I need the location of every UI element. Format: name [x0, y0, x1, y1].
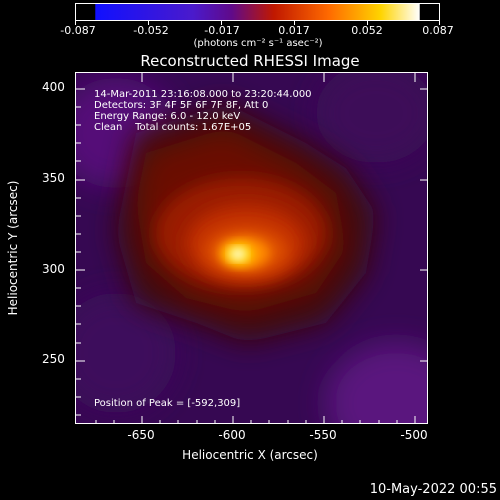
y-tick-label: 400 [42, 80, 65, 94]
annotation-clean-counts: Clean Total counts: 1.67E+05 [94, 122, 252, 133]
x-tick-label: -550 [309, 428, 337, 442]
x-tick-label: -500 [400, 428, 428, 442]
colorbar-tick [75, 21, 76, 25]
annotation-peak-position: Position of Peak = [-592,309] [94, 398, 241, 409]
colorbar-tick-label: -0.017 [204, 24, 240, 37]
annotation-detectors: Detectors: 3F 4F 5F 6F 7F 8F, Att 0 [94, 100, 269, 111]
y-tick-label: 250 [42, 352, 65, 366]
y-tick-label: 350 [42, 171, 65, 185]
colorbar-tick-label: 0.017 [278, 24, 310, 37]
colorbar [75, 3, 440, 21]
colorbar-tick [294, 21, 295, 25]
rhessi-heatmap [76, 73, 427, 423]
x-axis-label: Heliocentric X (arcsec) [182, 448, 318, 462]
image-title: Reconstructed RHESSI Image [140, 52, 360, 70]
rhessi-image-plot: 14-Mar-2011 23:16:08.000 to 23:20:44.000… [75, 72, 428, 424]
annotation-energy-range: Energy Range: 6.0 - 12.0 keV [94, 111, 241, 122]
x-tick-label: -600 [218, 428, 246, 442]
colorbar-tick [367, 21, 368, 25]
colorbar-tick [439, 21, 440, 25]
colorbar-tick-label: -0.052 [133, 24, 169, 37]
colorbar-tick-label: 0.087 [422, 24, 454, 37]
x-tick-label: -650 [127, 428, 155, 442]
y-axis-label: Heliocentric Y (arcsec) [6, 180, 20, 316]
y-tick-label: 300 [42, 262, 65, 276]
colorbar-tick-label: 0.052 [351, 24, 383, 37]
footer-date: 10-May-2022 00:55 [369, 482, 497, 497]
annotation-time-range: 14-Mar-2011 23:16:08.000 to 23:20:44.000 [94, 89, 312, 100]
colorbar-tick [148, 21, 149, 25]
colorbar-tick-label: -0.087 [60, 24, 96, 37]
colorbar-units: (photons cm⁻² s⁻¹ asec⁻²) [193, 38, 323, 49]
colorbar-tick [221, 21, 222, 25]
